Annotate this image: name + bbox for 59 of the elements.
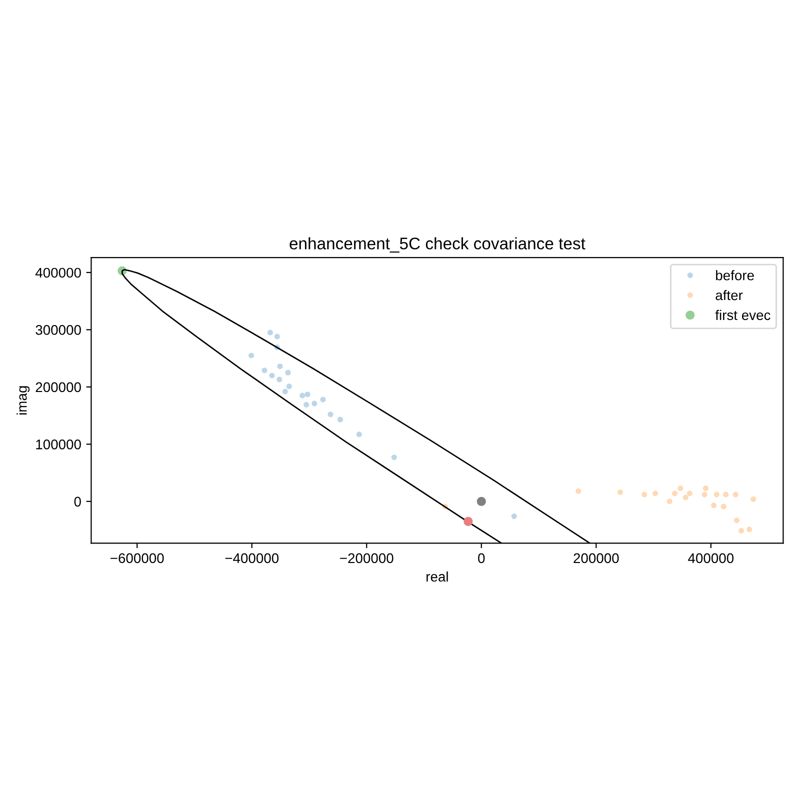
point bbox=[285, 370, 291, 376]
point bbox=[734, 518, 740, 524]
x-axis-title: real bbox=[426, 571, 448, 582]
x-tick-label: 400000 bbox=[688, 553, 734, 564]
legend-label: after bbox=[716, 290, 743, 300]
point bbox=[312, 400, 318, 406]
y-axis-title: imag bbox=[16, 386, 30, 415]
point bbox=[678, 485, 684, 492]
point bbox=[274, 334, 280, 340]
x-tick-label: 0 bbox=[478, 553, 485, 564]
point bbox=[476, 496, 486, 506]
legend-label: before bbox=[716, 270, 754, 280]
x-tick-label: −400000 bbox=[225, 553, 279, 564]
point bbox=[652, 490, 658, 496]
point bbox=[723, 492, 729, 498]
point bbox=[300, 392, 306, 398]
point bbox=[248, 352, 254, 358]
point bbox=[702, 492, 708, 498]
point bbox=[617, 489, 624, 496]
y-tick-label: 400000 bbox=[35, 268, 81, 278]
point bbox=[356, 432, 362, 438]
point bbox=[672, 490, 678, 496]
point bbox=[282, 388, 288, 394]
point bbox=[682, 494, 688, 500]
point bbox=[391, 454, 397, 460]
point bbox=[746, 526, 752, 532]
x-tick-label: −200000 bbox=[340, 553, 394, 564]
point bbox=[328, 412, 334, 418]
point bbox=[337, 416, 344, 422]
point bbox=[269, 372, 275, 378]
point bbox=[686, 490, 692, 496]
point bbox=[750, 496, 756, 502]
y-tick-label: 300000 bbox=[36, 325, 81, 335]
point bbox=[732, 492, 738, 498]
point bbox=[464, 516, 473, 526]
x-tick-label: −600000 bbox=[110, 553, 164, 564]
point bbox=[262, 368, 268, 374]
point bbox=[267, 330, 274, 336]
point bbox=[576, 488, 582, 494]
y-tick-label: 200000 bbox=[36, 382, 81, 392]
point bbox=[738, 528, 744, 534]
point bbox=[276, 376, 282, 382]
point bbox=[277, 364, 283, 370]
y-tick-label: 100000 bbox=[36, 440, 81, 450]
point bbox=[666, 498, 672, 504]
point bbox=[304, 402, 310, 408]
point bbox=[642, 492, 648, 498]
point bbox=[320, 396, 326, 402]
point bbox=[714, 492, 720, 498]
chart-title: enhancement_5C check covariance test bbox=[290, 237, 586, 253]
point bbox=[702, 485, 709, 492]
x-tick-label: 200000 bbox=[574, 553, 619, 564]
point bbox=[720, 504, 726, 510]
y-tick-label: 0 bbox=[74, 496, 81, 507]
point bbox=[710, 502, 717, 508]
point bbox=[304, 392, 310, 398]
point bbox=[286, 384, 292, 390]
legend-label: first evec bbox=[715, 310, 770, 320]
point bbox=[511, 514, 517, 520]
